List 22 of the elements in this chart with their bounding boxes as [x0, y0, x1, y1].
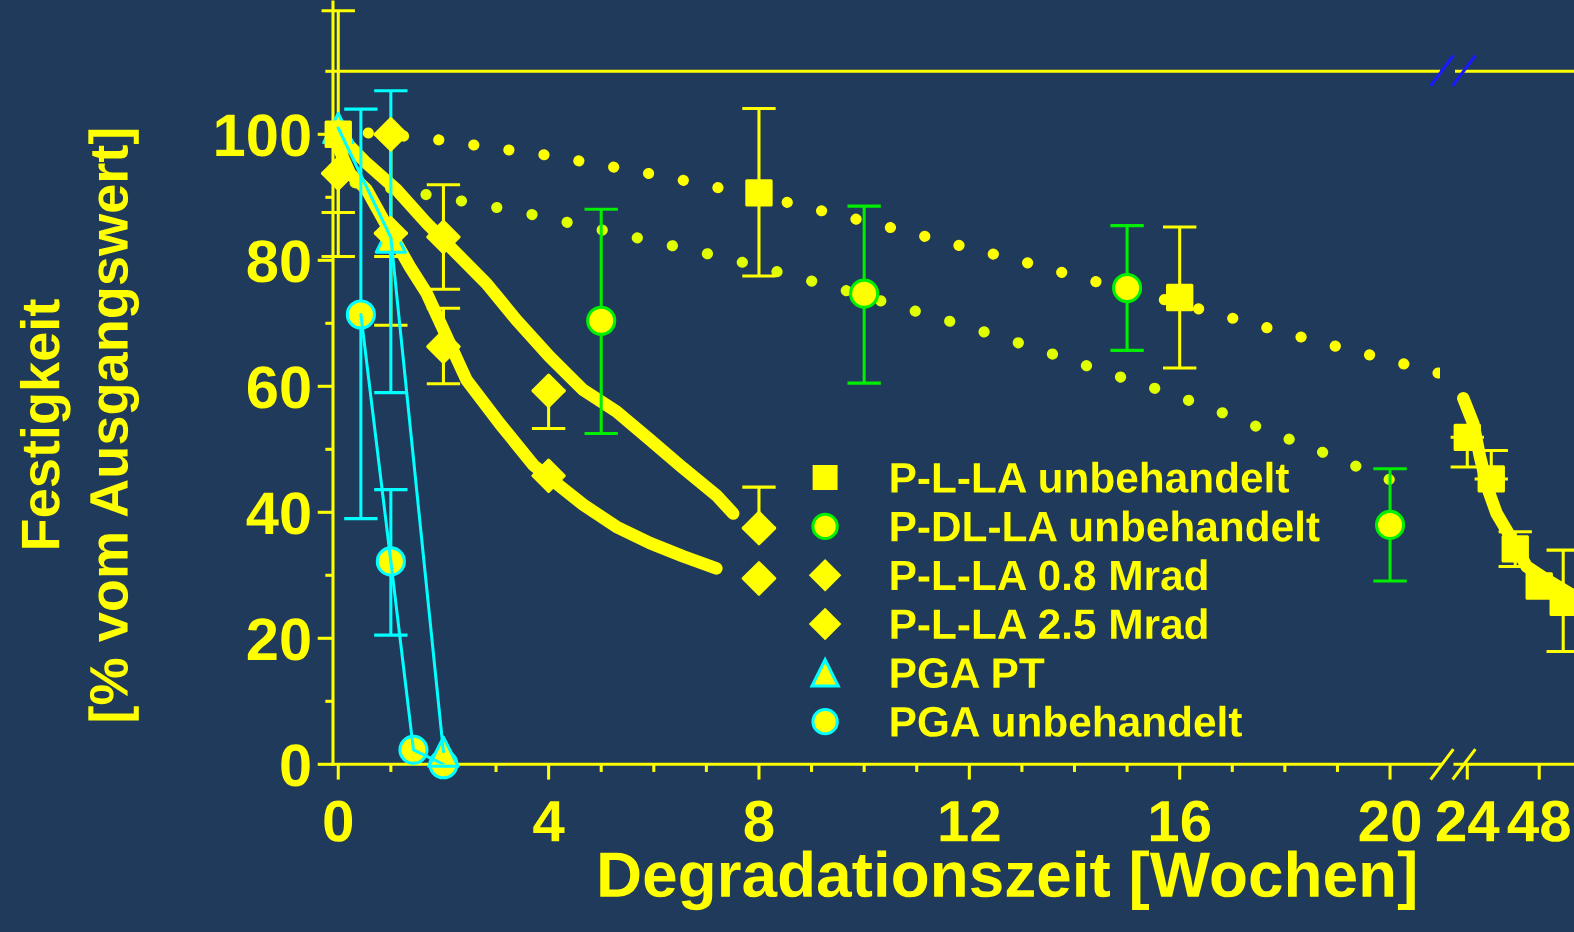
legend-label: P-DL-LA unbehandelt — [891, 510, 1320, 542]
x-tick-label: 8 — [744, 800, 774, 842]
x-tick-label: 0 — [324, 800, 353, 842]
legend-label: PGA PT — [891, 658, 1045, 689]
y-axis-title: Festigkeit [% vom Ausgangswert] — [19, 129, 140, 721]
x-tick-label: 24 — [1436, 800, 1500, 842]
x-tick-label: 48 — [1507, 800, 1570, 842]
x-tick-label: 12 — [940, 800, 1000, 842]
x-axis-title: Degradationszeit [Wochen] — [600, 850, 1415, 911]
y-tick-label: 20 — [247, 618, 310, 661]
legend-label: PGA unbehandelt — [891, 705, 1242, 737]
legend-label: P-L-LA unbehandelt — [891, 461, 1289, 493]
x-tick-label: 20 — [1359, 800, 1421, 842]
x-tick-label: 16 — [1150, 800, 1211, 842]
legend-label: P-L-LA 2.5 Mrad — [891, 608, 1207, 640]
y-tick-label: 100 — [216, 114, 310, 157]
y-tick-label: 40 — [246, 492, 310, 535]
x-tick-label: 4 — [533, 801, 565, 842]
y-tick-label: 0 — [281, 744, 310, 787]
y-tick-label: 60 — [247, 366, 310, 409]
y-tick-label: 80 — [247, 240, 310, 283]
legend-label: P-L-LA 0.8 Mrad — [891, 559, 1207, 591]
